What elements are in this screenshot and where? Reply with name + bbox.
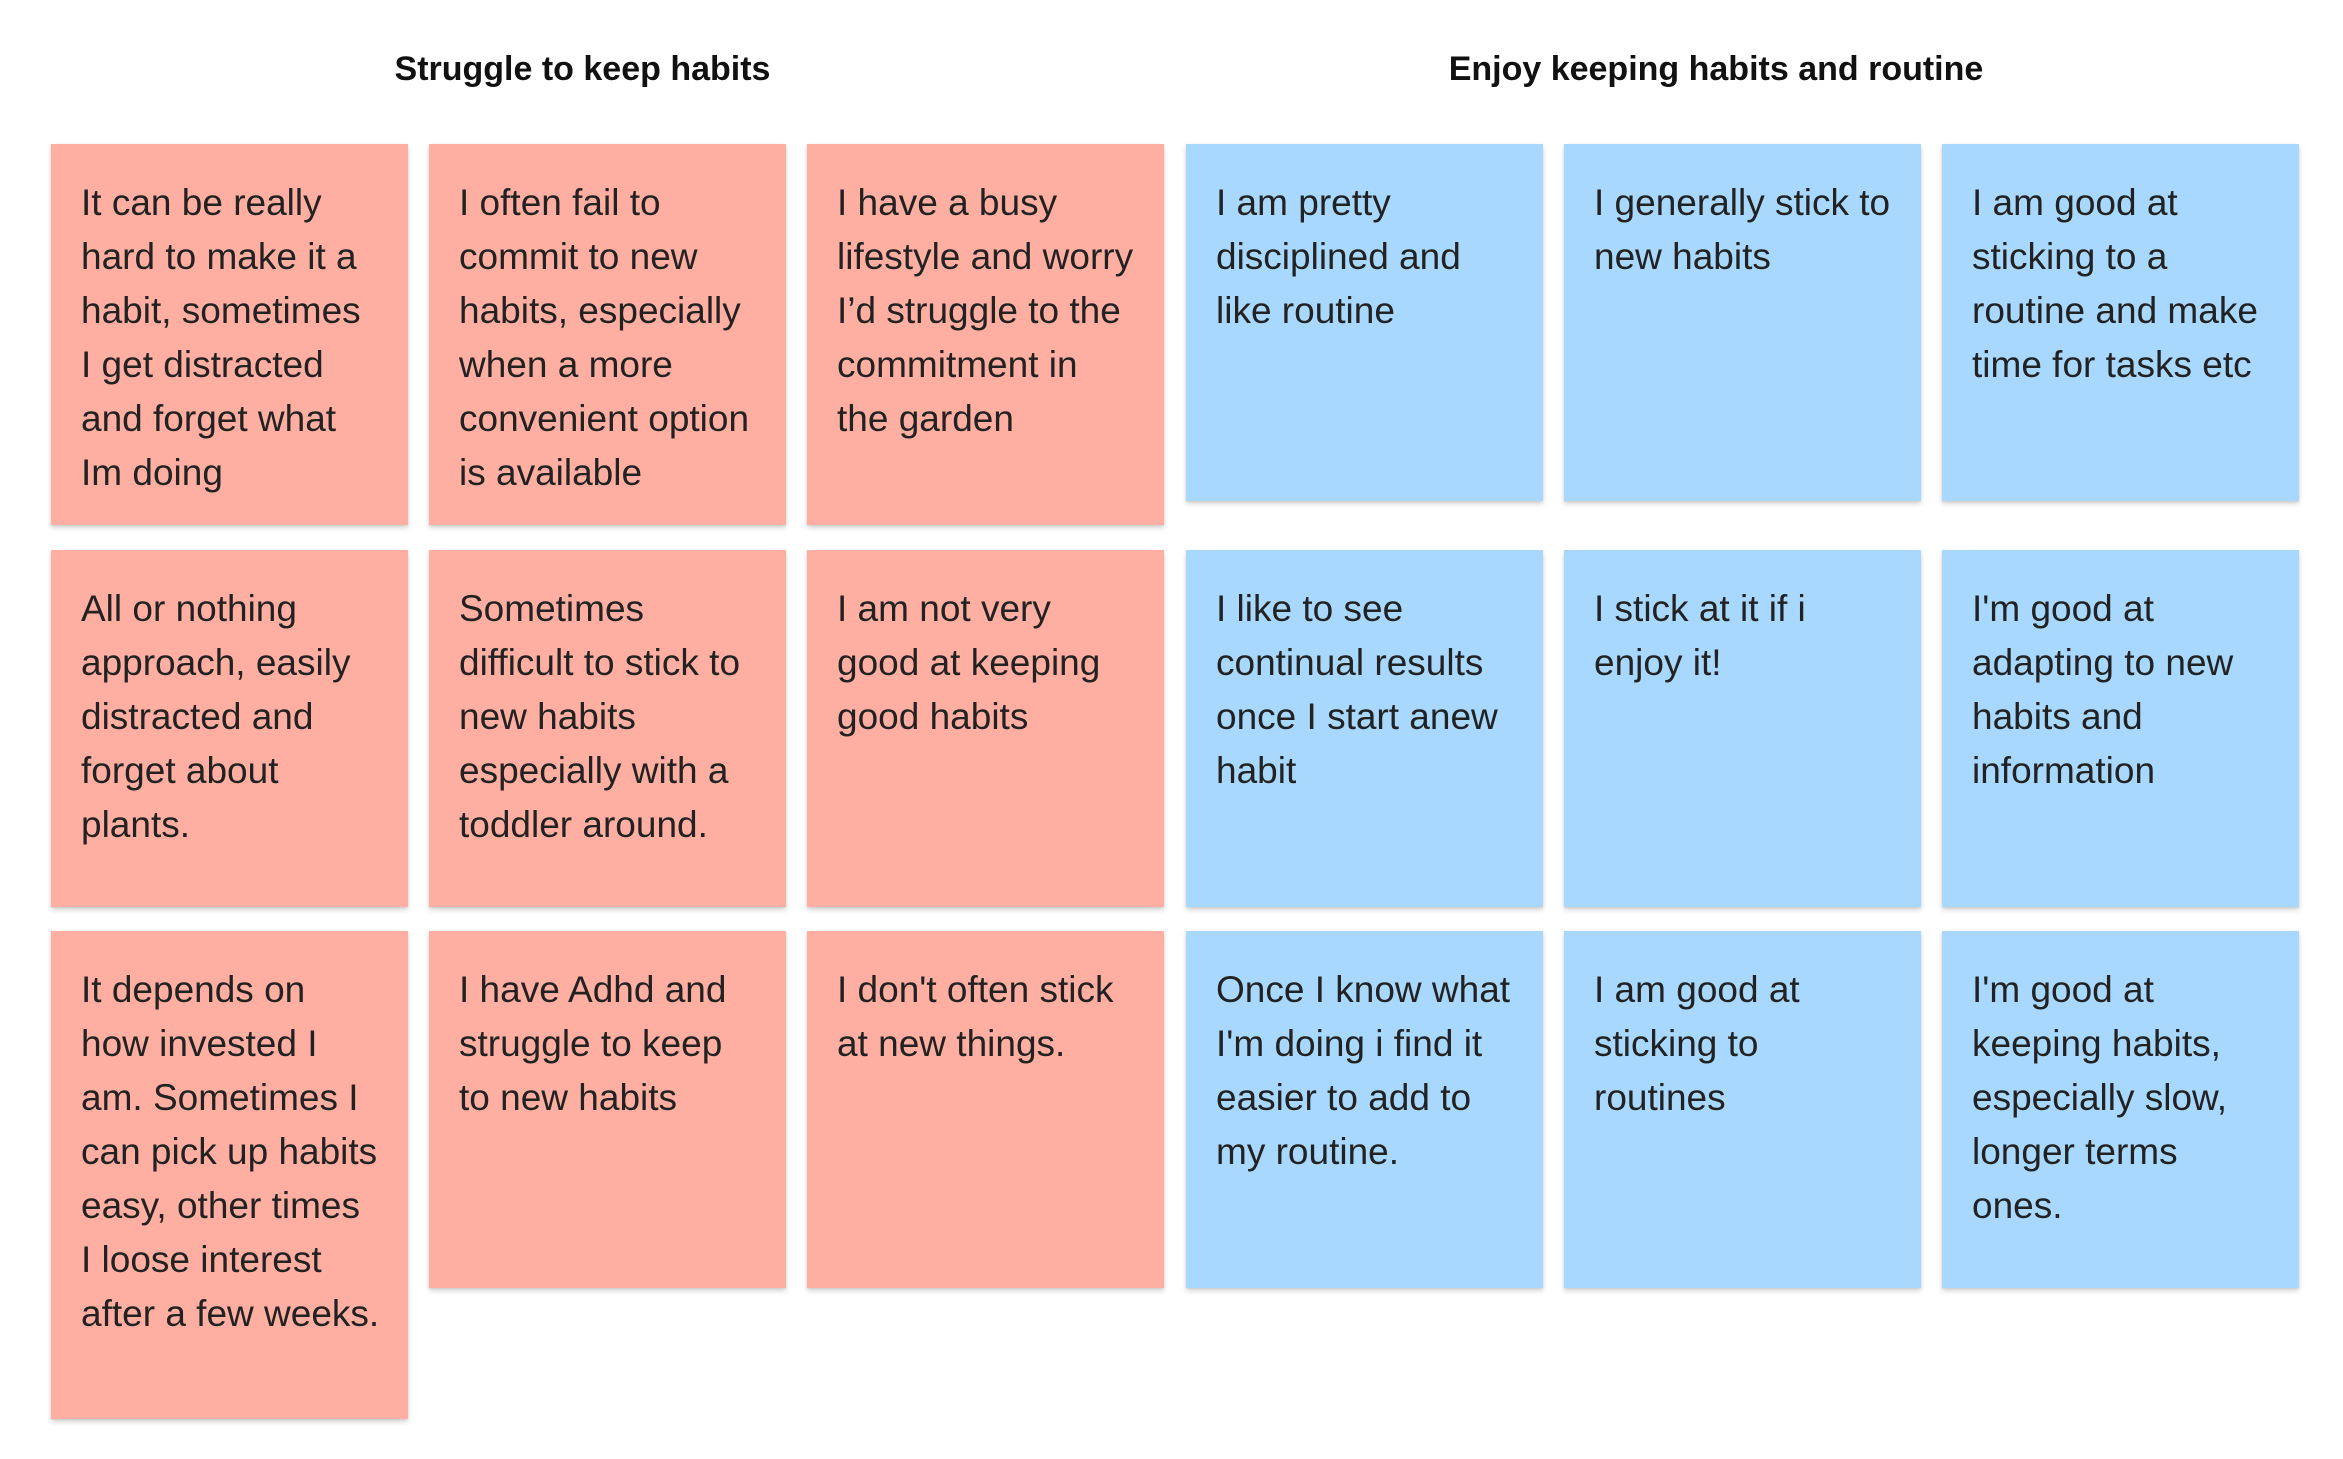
sticky-note-text: Sometimes difficult to stick to new habi… xyxy=(459,588,741,845)
sticky-note-text: I often fail to commit to new habits, es… xyxy=(459,182,750,493)
sticky-note-enjoy[interactable]: I'm good at adapting to new habits and i… xyxy=(1942,550,2299,907)
sticky-note-text: I'm good at adapting to new habits and i… xyxy=(1972,588,2234,791)
sticky-note-struggle[interactable]: It can be really hard to make it a habit… xyxy=(51,144,408,525)
sticky-note-text: I have a busy lifestyle and worry I’d st… xyxy=(837,182,1134,439)
sticky-note-enjoy[interactable]: I am pretty disciplined and like routine xyxy=(1186,144,1543,501)
sticky-note-struggle[interactable]: I have a busy lifestyle and worry I’d st… xyxy=(807,144,1164,525)
sticky-note-struggle[interactable]: I have Adhd and struggle to keep to new … xyxy=(429,931,786,1288)
sticky-note-text: I am good at sticking to a routine and m… xyxy=(1972,182,2258,385)
sticky-note-struggle[interactable]: All or nothing approach, easily distract… xyxy=(51,550,408,907)
sticky-note-text: I'm good at keeping habits, especially s… xyxy=(1972,969,2228,1226)
sticky-note-text: All or nothing approach, easily distract… xyxy=(81,588,351,845)
section-title-struggle: Struggle to keep habits xyxy=(394,50,771,88)
sticky-note-text: I don't often stick at new things. xyxy=(837,969,1114,1064)
sticky-note-text: I am pretty disciplined and like routine xyxy=(1216,182,1461,331)
sticky-note-struggle[interactable]: I am not very good at keeping good habit… xyxy=(807,550,1164,907)
sticky-note-enjoy[interactable]: Once I know what I'm doing i find it eas… xyxy=(1186,931,1543,1288)
sticky-note-enjoy[interactable]: I am good at sticking to a routine and m… xyxy=(1942,144,2299,501)
sticky-note-enjoy[interactable]: I stick at it if i enjoy it! xyxy=(1564,550,1921,907)
sticky-note-text: I like to see continual results once I s… xyxy=(1216,588,1498,791)
sticky-note-text: Once I know what I'm doing i find it eas… xyxy=(1216,969,1511,1172)
sticky-note-text: I stick at it if i enjoy it! xyxy=(1594,588,1806,683)
sticky-note-struggle[interactable]: It depends on how invested I am. Sometim… xyxy=(51,931,408,1419)
sticky-note-struggle[interactable]: I don't often stick at new things. xyxy=(807,931,1164,1288)
sticky-note-text: I am not very good at keeping good habit… xyxy=(837,588,1101,737)
sticky-note-text: It depends on how invested I am. Sometim… xyxy=(81,969,380,1334)
sticky-note-enjoy[interactable]: I am good at sticking to routines xyxy=(1564,931,1921,1288)
sticky-note-enjoy[interactable]: I'm good at keeping habits, especially s… xyxy=(1942,931,2299,1288)
section-title-enjoy: Enjoy keeping habits and routine xyxy=(1448,50,1984,88)
sticky-note-enjoy[interactable]: I like to see continual results once I s… xyxy=(1186,550,1543,907)
sticky-note-struggle[interactable]: I often fail to commit to new habits, es… xyxy=(429,144,786,525)
sticky-note-text: I generally stick to new habits xyxy=(1594,182,1891,277)
sticky-note-enjoy[interactable]: I generally stick to new habits xyxy=(1564,144,1921,501)
sticky-note-text: I am good at sticking to routines xyxy=(1594,969,1800,1118)
sticky-note-text: I have Adhd and struggle to keep to new … xyxy=(459,969,727,1118)
sticky-note-struggle[interactable]: Sometimes difficult to stick to new habi… xyxy=(429,550,786,907)
sticky-note-text: It can be really hard to make it a habit… xyxy=(81,182,361,493)
